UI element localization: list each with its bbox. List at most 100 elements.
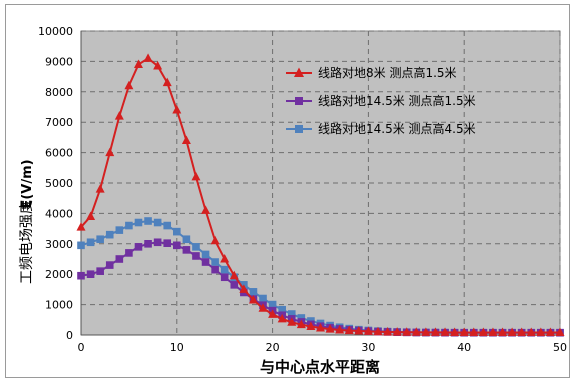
data-point-triangle (555, 327, 565, 336)
data-point-square (153, 238, 162, 247)
y-tick-label: 9000 (45, 55, 73, 68)
y-axis-units: E(V/m) (20, 159, 35, 208)
legend-marker-square (295, 125, 303, 133)
data-point-square (134, 218, 143, 227)
data-point-square (220, 273, 229, 282)
data-point-square (105, 261, 114, 269)
data-point-triangle (498, 327, 508, 336)
data-point-triangle (440, 327, 450, 336)
data-point-triangle (86, 211, 96, 220)
y-tick-label: 1000 (45, 299, 73, 312)
series-layer (76, 53, 565, 337)
legend-item: 线路对地14.5米 测点高1.5米 (286, 93, 476, 108)
legend-item: 线路对地8米 测点高1.5米 (286, 65, 457, 80)
data-point-triangle (478, 327, 488, 336)
y-axis-ticks: 0 1000 2000 3000 4000 5000 6000 7000 8000 9000 100… (38, 25, 73, 342)
legend-item: 线路对地14.5米 测点高4.5米 (286, 121, 476, 136)
data-point-triangle (114, 111, 124, 120)
data-point-square (173, 227, 181, 236)
legend-label: 线路对地14.5米 测点高4.5米 (318, 121, 476, 136)
data-point-square (201, 258, 210, 266)
legend-marker-square (295, 97, 303, 105)
data-point-square (182, 246, 191, 254)
data-point-square (144, 217, 152, 225)
data-point-triangle (153, 60, 163, 70)
data-point-square (163, 221, 172, 230)
data-point-triangle (95, 184, 105, 193)
data-point-triangle (517, 327, 527, 336)
data-point-square (125, 221, 133, 230)
data-point-triangle (239, 284, 249, 293)
data-point-square (278, 305, 286, 314)
data-point-triangle (488, 327, 498, 336)
data-point-square (96, 267, 104, 275)
data-point-square (211, 265, 219, 274)
y-axis-title: 工频电场强度 (19, 200, 35, 284)
data-point-triangle (354, 326, 364, 335)
data-point-square (211, 258, 219, 266)
data-point-triangle (277, 313, 287, 323)
y-tick-label: 3000 (45, 238, 73, 251)
data-point-square (173, 241, 181, 250)
data-point-square (192, 243, 200, 251)
y-tick-label: 5000 (45, 177, 73, 190)
data-point-square (144, 240, 152, 248)
data-point-square (249, 288, 258, 296)
data-point-triangle (306, 321, 316, 330)
data-point-square (220, 265, 229, 274)
data-point-triangle (248, 295, 258, 304)
data-point-triangle (296, 319, 306, 329)
y-tick-label: 0 (66, 329, 73, 342)
y-tick-label: 10000 (38, 25, 73, 38)
data-point-square (77, 271, 85, 280)
y-tick-label: 8000 (45, 86, 73, 99)
data-point-triangle (172, 105, 182, 114)
data-point-triangle (536, 327, 546, 336)
data-point-square (125, 249, 133, 257)
y-tick-label: 6000 (45, 147, 73, 160)
x-tick-label: 20 (266, 341, 280, 354)
data-point-triangle (421, 327, 431, 336)
data-point-triangle (383, 326, 393, 336)
data-point-triangle (181, 135, 191, 144)
data-point-triangle (469, 327, 479, 336)
data-point-triangle (287, 317, 297, 326)
data-point-triangle (392, 327, 402, 336)
data-point-square (268, 300, 277, 309)
x-axis-ticks: 0 10 20 30 40 50 (78, 341, 568, 354)
data-point-square (134, 243, 143, 251)
data-point-triangle (344, 325, 354, 335)
y-tick-label: 7000 (45, 116, 73, 129)
data-point-square (105, 230, 114, 239)
x-tick-label: 0 (78, 341, 85, 354)
data-point-triangle (201, 205, 211, 214)
data-point-triangle (411, 327, 421, 336)
data-point-triangle (268, 309, 278, 318)
data-point-triangle (459, 327, 469, 336)
data-point-triangle (258, 303, 268, 312)
data-point-triangle (507, 327, 517, 336)
legend-label: 线路对地14.5米 测点高1.5米 (318, 93, 476, 108)
data-point-triangle (229, 270, 239, 280)
data-point-square (182, 235, 191, 244)
data-point-triangle (316, 323, 325, 332)
data-point-triangle (402, 327, 412, 336)
x-axis-title: 与中心点水平距离 (260, 358, 380, 376)
data-point-triangle (526, 327, 536, 336)
data-point-square (192, 252, 200, 260)
data-point-triangle (325, 324, 335, 333)
data-point-triangle (210, 235, 220, 245)
data-point-triangle (76, 222, 86, 231)
data-point-square (153, 218, 162, 227)
data-point-square (96, 235, 104, 244)
data-point-triangle (133, 59, 143, 68)
x-tick-label: 30 (361, 341, 375, 354)
data-point-square (86, 270, 95, 278)
data-point-square (115, 255, 124, 263)
y-tick-label: 4000 (45, 207, 73, 220)
series-1 (76, 53, 565, 336)
data-point-triangle (373, 326, 383, 336)
x-tick-label: 50 (553, 341, 567, 354)
